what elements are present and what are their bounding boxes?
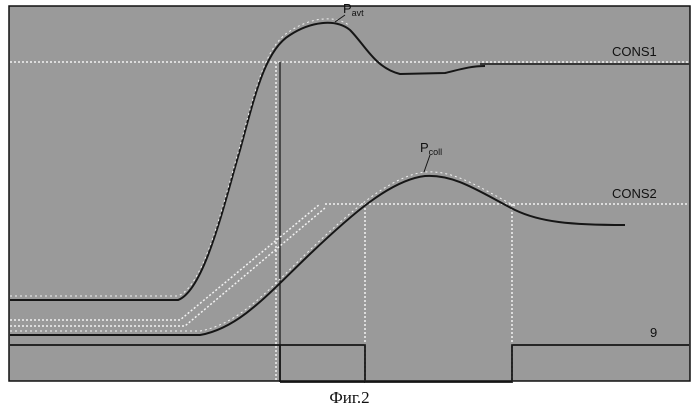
cons2-label: CONS2 <box>612 186 657 201</box>
cons1-label: CONS1 <box>612 44 657 59</box>
figure-caption: Фиг.2 <box>0 388 699 408</box>
signal-9-label: 9 <box>650 325 657 340</box>
p-avt-label: Pavt <box>343 1 364 18</box>
